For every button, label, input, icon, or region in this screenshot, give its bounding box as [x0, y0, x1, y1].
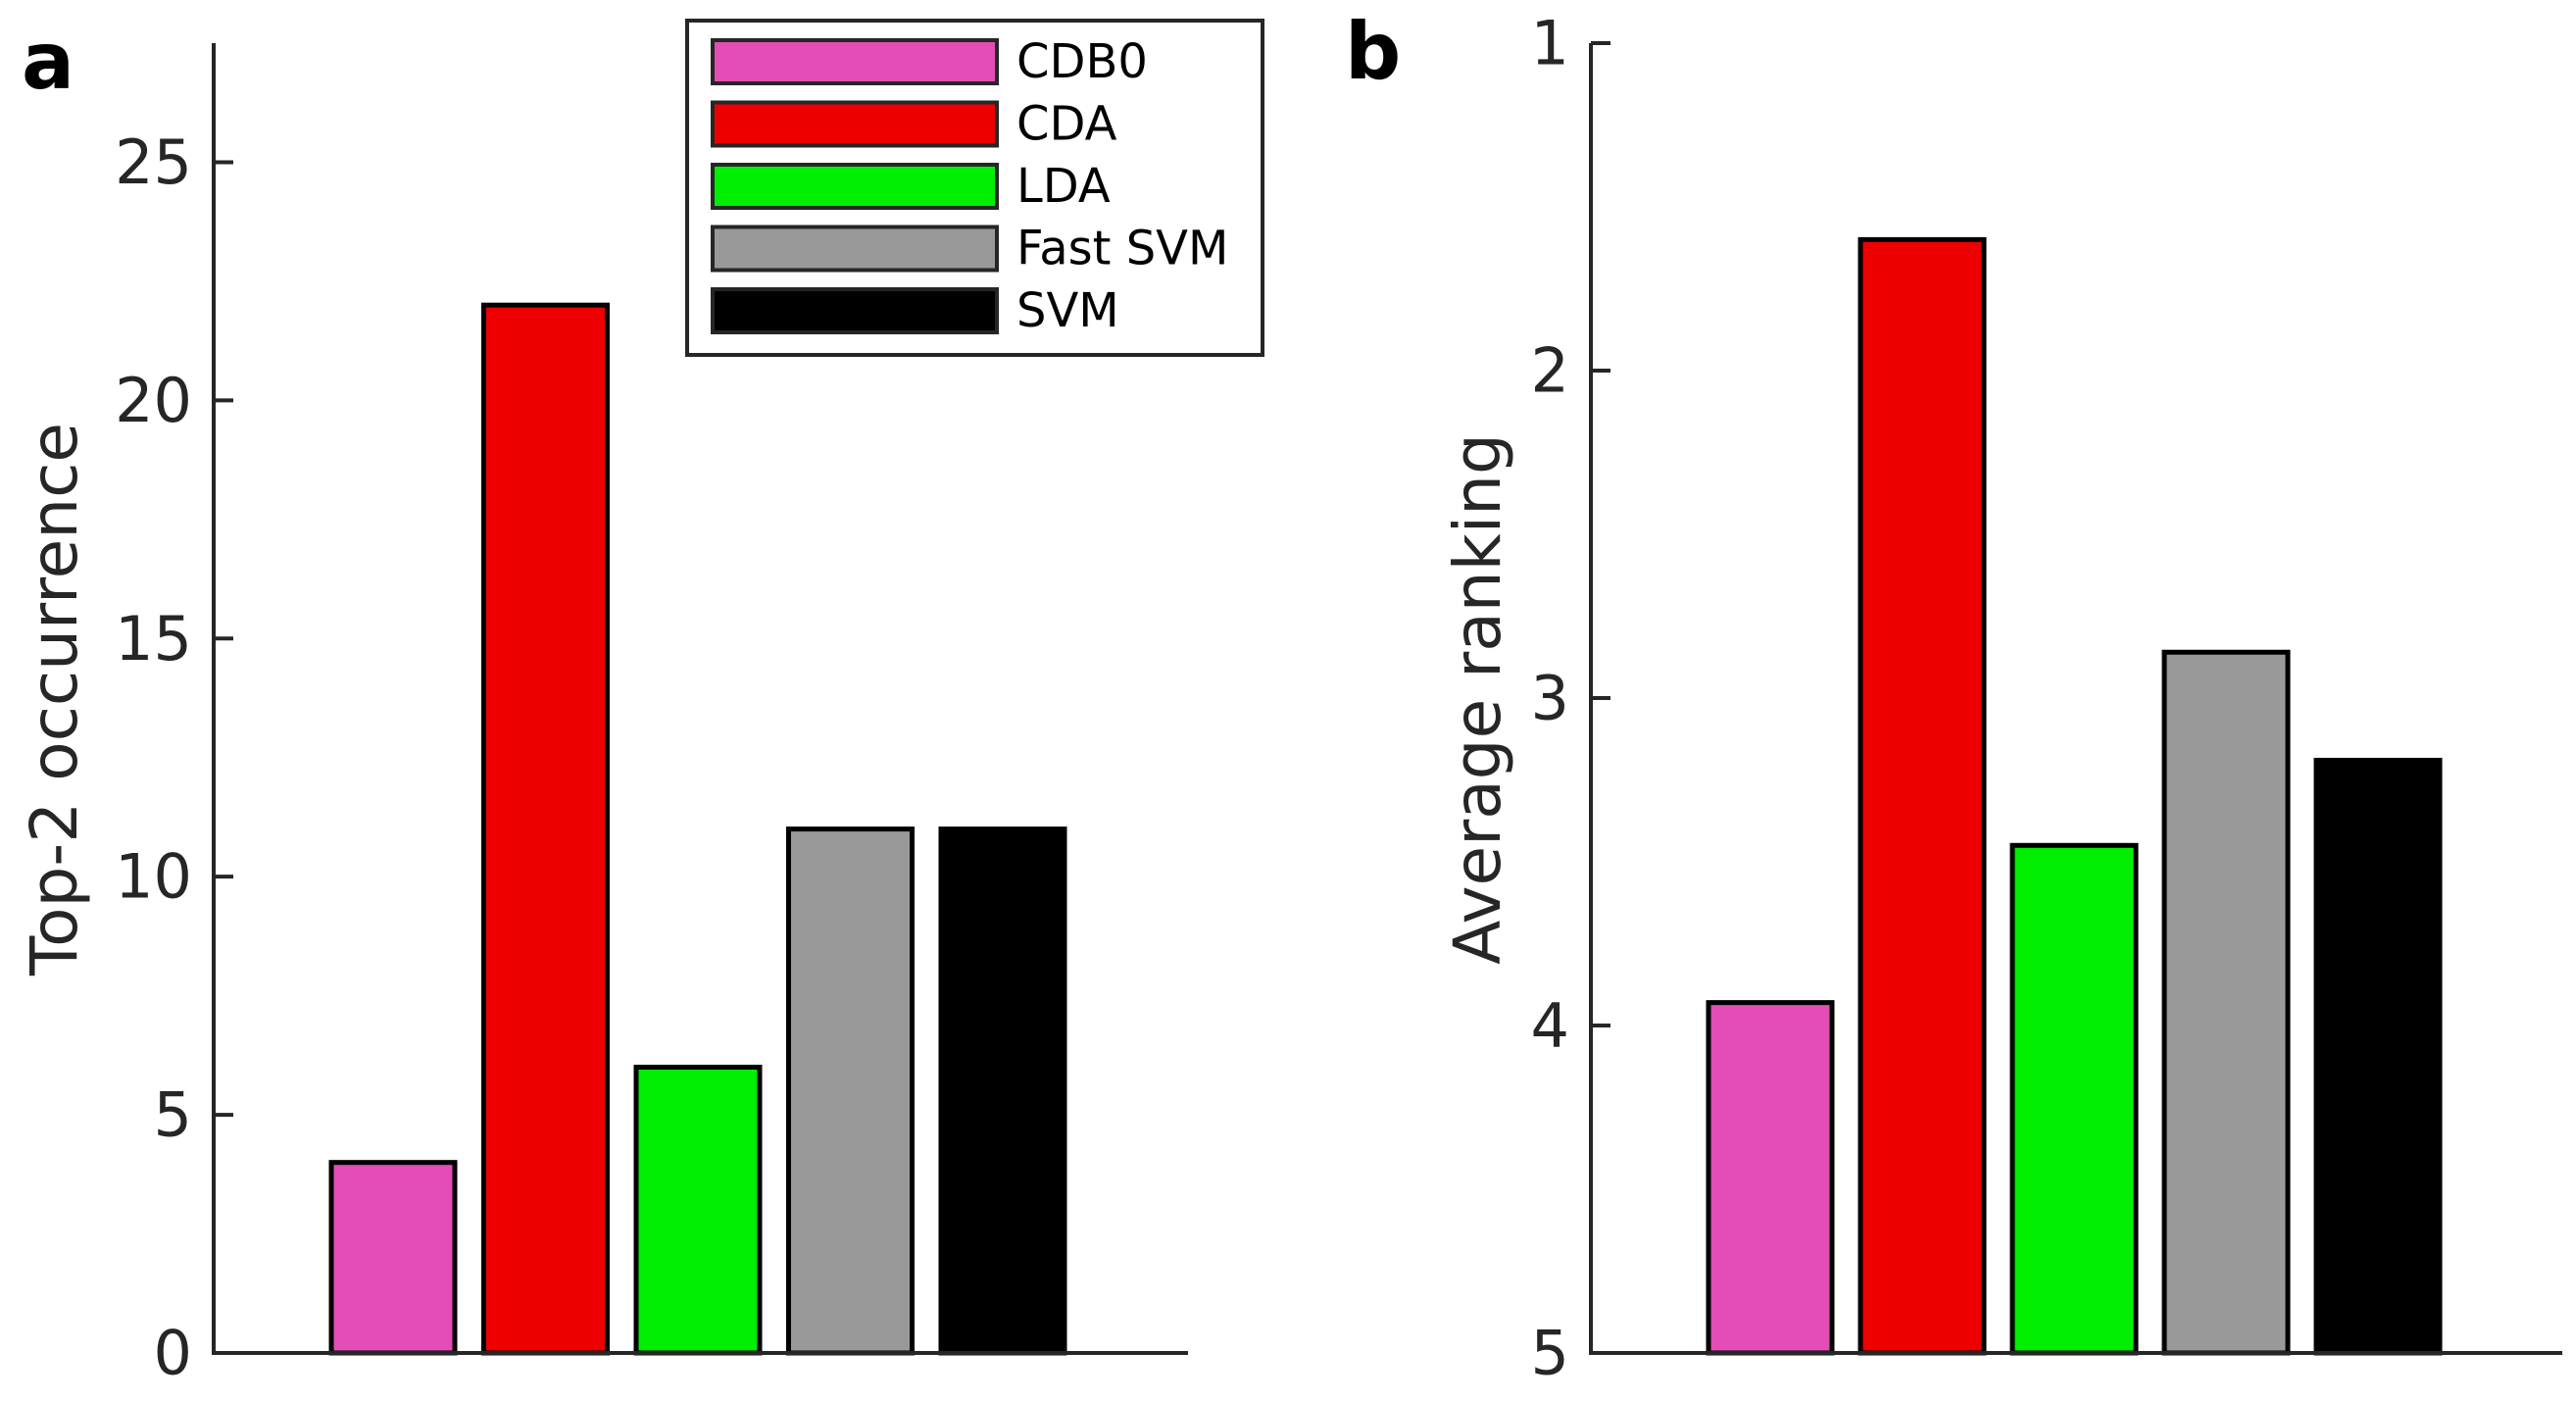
- panel-b-ylabel: Average ranking: [1440, 433, 1515, 965]
- legend-label-cdb0: CDB0: [1016, 34, 1148, 89]
- panel-b-bar-cda: [1858, 236, 1987, 1356]
- panel-a-bars: [328, 302, 1067, 1356]
- legend-label-svm: SVM: [1016, 283, 1119, 338]
- legend-swatch-cda: [711, 100, 999, 148]
- panel-b: b Average ranking 1 2 3 4 5: [1345, 6, 2562, 1389]
- panel-a-ytick-label: 15: [115, 603, 192, 675]
- panel-b-ytick-label: 5: [1531, 1318, 1569, 1389]
- legend-label-lda: LDA: [1016, 159, 1111, 214]
- legend-swatch-cdb0: [711, 38, 999, 85]
- legend: CDB0 CDA LDA Fast SVM SVM: [685, 19, 1264, 357]
- panel-a-ytick-label: 10: [115, 841, 192, 913]
- legend-swatch-svm: [711, 287, 999, 334]
- panel-a: a Top-2 occurrence 0 5 10 15 20 25: [17, 16, 1188, 1389]
- legend-swatch-lda: [711, 163, 999, 210]
- panel-a-bar-fast-svm: [786, 826, 915, 1356]
- panel-b-ytick-label: 4: [1531, 990, 1569, 1062]
- panel-b-bar-svm: [2313, 757, 2443, 1356]
- panel-a-ytick-label: 25: [115, 126, 192, 198]
- panel-b-ytick-label: 3: [1531, 663, 1569, 734]
- panel-a-ylabel: Top-2 occurrence: [17, 423, 92, 976]
- panel-a-ytick-label: 20: [115, 365, 192, 436]
- panel-a-letter: a: [22, 16, 74, 107]
- panel-b-letter: b: [1345, 6, 1401, 97]
- panel-b-ytick-label: 2: [1531, 335, 1569, 407]
- panel-a-ticks: 0 5 10 15 20 25: [115, 126, 233, 1389]
- panel-a-ytick-label: 0: [154, 1318, 192, 1389]
- panel-a-bar-cda: [481, 302, 610, 1356]
- panel-a-ytick-label: 5: [154, 1079, 192, 1151]
- panel-a-bar-cdb0: [328, 1160, 458, 1356]
- panel-b-bars: [1706, 236, 2443, 1356]
- panel-b-ytick-label: 1: [1531, 8, 1569, 79]
- legend-items: CDB0 CDA LDA Fast SVM SVM: [711, 34, 1228, 338]
- panel-b-bar-cdb0: [1706, 1000, 1835, 1356]
- panel-b-ticks: 1 2 3 4 5: [1531, 8, 1610, 1389]
- legend-swatch-fast-svm: [711, 225, 999, 273]
- panel-b-bar-fast-svm: [2161, 649, 2291, 1356]
- panel-a-bar-lda: [633, 1065, 763, 1356]
- legend-label-cda: CDA: [1016, 97, 1117, 152]
- panel-a-bar-svm: [938, 826, 1067, 1356]
- legend-label-fast-svm: Fast SVM: [1016, 222, 1228, 276]
- panel-b-bar-lda: [2009, 842, 2139, 1356]
